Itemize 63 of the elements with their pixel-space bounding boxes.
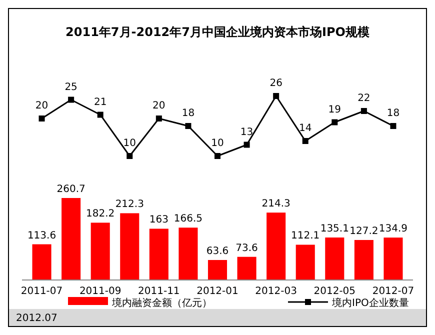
bar	[354, 240, 374, 280]
data-label: 135.1	[320, 224, 349, 235]
text: 2012.07	[16, 313, 58, 324]
data-label: 214.3	[262, 198, 290, 210]
bar	[296, 244, 315, 280]
bar	[237, 256, 256, 280]
legend-label: 境内融资金额（亿元）	[111, 297, 212, 309]
data-label: 21	[94, 96, 107, 108]
x-tick-label: 2012-05	[314, 286, 356, 297]
data-label: 22	[358, 93, 370, 104]
data-label: 25	[64, 82, 78, 93]
data-label: 212.3	[115, 199, 144, 210]
bar	[208, 260, 228, 280]
x-tick-label: 2011-11	[138, 286, 180, 297]
bar	[90, 222, 110, 280]
data-label: 127.2	[350, 226, 378, 237]
chart-title: 2011年7月-2012年7月中国企业境内资本市场IPO规模	[66, 25, 370, 39]
data-label: 63.6	[206, 246, 229, 257]
data-label: 18	[386, 108, 400, 119]
data-label: 10	[123, 138, 136, 149]
x-tick-label: 2012-01	[196, 286, 238, 297]
data-label: 26	[270, 78, 282, 89]
data-label: 14	[299, 123, 312, 134]
point	[97, 112, 104, 118]
data-label: 73.6	[236, 242, 258, 254]
point	[38, 116, 45, 122]
bar	[325, 238, 344, 280]
point	[185, 123, 192, 129]
bar	[149, 228, 168, 280]
bar	[178, 228, 198, 280]
point	[126, 153, 133, 159]
data-label: 10	[211, 138, 224, 149]
data-label: 20	[152, 100, 166, 112]
point	[390, 123, 396, 129]
x-tick-label: 2011-09	[79, 286, 122, 297]
data-label: 13	[240, 126, 254, 138]
data-label: 182.2	[86, 208, 115, 220]
bar	[384, 238, 403, 280]
x-tick-label: 2012-07	[372, 286, 414, 297]
data-label: 166.5	[174, 214, 203, 225]
data-label: 163	[149, 214, 168, 226]
bar	[266, 212, 286, 280]
point	[332, 119, 338, 126]
legend-label: 境内IPO企业数量	[331, 297, 409, 309]
x-tick-label: 2011-07	[20, 286, 63, 297]
bar	[62, 198, 81, 280]
x-tick-label: 2012-03	[255, 286, 297, 297]
point	[68, 96, 74, 103]
point	[214, 153, 220, 159]
data-label: 18	[182, 108, 195, 119]
data-label: 19	[328, 104, 342, 116]
data-label: 260.7	[56, 184, 86, 195]
point	[156, 116, 162, 122]
point	[244, 142, 250, 148]
data-label: 134.9	[378, 224, 408, 235]
point	[360, 108, 367, 114]
point	[302, 138, 308, 144]
data-label: 113.6	[27, 230, 56, 242]
point	[273, 93, 280, 99]
data-label: 112.1	[291, 230, 320, 242]
bar	[120, 213, 140, 280]
data-label: 20	[35, 100, 48, 112]
bar	[32, 244, 52, 280]
